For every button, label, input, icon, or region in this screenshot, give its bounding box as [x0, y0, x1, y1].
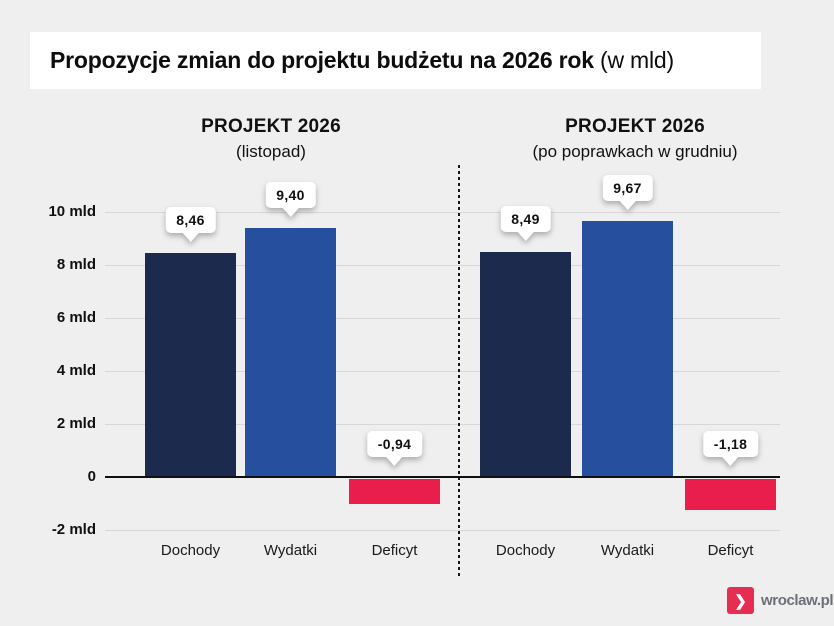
- y-axis-label: 10 mld: [48, 203, 96, 220]
- group-separator-dotted-line: [458, 165, 460, 577]
- title-box: Propozycje zmian do projektu budżetu na …: [30, 32, 761, 89]
- group-subtitle: (po poprawkach w grudniu): [532, 142, 738, 161]
- group-title: PROJEKT 2026: [565, 116, 705, 137]
- y-axis-label: -2 mld: [51, 521, 96, 538]
- bar-slot-dec-wydatki: 9,67 Wydatki: [582, 0, 673, 626]
- gridline-4: [105, 371, 780, 372]
- brand-logo: ❯ wroclaw.pl: [727, 587, 834, 614]
- group-header-november: PROJEKT 2026 (listopad): [105, 116, 437, 162]
- bar-dochody: [480, 252, 571, 477]
- bar-deficyt: [685, 479, 776, 510]
- value-callout-label: -0,94: [366, 431, 423, 457]
- zero-axis-line: [105, 476, 780, 478]
- value-callout: -0,94: [366, 431, 423, 466]
- category-label: Dochody: [160, 542, 221, 559]
- y-axis-label: 0: [87, 468, 96, 485]
- bar-slot-nov-dochody: 8,46 Dochody: [145, 0, 236, 626]
- bar-dochody: [145, 253, 236, 477]
- callout-tail: [181, 232, 200, 242]
- chart-title-unit: (w mld): [593, 47, 674, 73]
- group-title: PROJEKT 2026: [201, 116, 341, 137]
- gridline-6: [105, 318, 780, 319]
- value-callout-label: 9,40: [265, 182, 316, 208]
- group-header-december: PROJEKT 2026 (po poprawkach w grudniu): [463, 116, 807, 162]
- callout-tail: [385, 456, 404, 466]
- bar-wydatki: [582, 221, 673, 477]
- value-callout: 8,46: [165, 207, 216, 242]
- value-callout-label: 8,46: [165, 207, 216, 233]
- callout-tail: [281, 207, 300, 217]
- gridline-8: [105, 265, 780, 266]
- bar-slot-dec-dochody: 8,49 Dochody: [480, 0, 571, 626]
- value-callout: 8,49: [500, 206, 551, 241]
- group-subtitle: (listopad): [236, 142, 306, 161]
- value-callout-label: 8,49: [500, 206, 551, 232]
- callout-tail: [516, 231, 535, 241]
- y-axis-label: 8 mld: [56, 256, 96, 273]
- value-callout-label: -1,18: [702, 431, 759, 457]
- bar-deficyt: [349, 479, 440, 504]
- gridline-10: [105, 212, 780, 213]
- y-axis-label: 4 mld: [56, 362, 96, 379]
- chart-title: Propozycje zmian do projektu budżetu na …: [50, 47, 674, 74]
- category-label: Deficyt: [371, 542, 418, 559]
- bar-slot-dec-deficyt: -1,18 Deficyt: [685, 0, 776, 626]
- category-label: Wydatki: [263, 542, 318, 559]
- y-axis-label: 6 mld: [56, 309, 96, 326]
- y-axis-label: 2 mld: [56, 415, 96, 432]
- value-callout-label: 9,67: [602, 175, 653, 201]
- bar-wydatki: [245, 228, 336, 477]
- bar-slot-nov-deficyt: -0,94 Deficyt: [349, 0, 440, 626]
- callout-tail: [721, 456, 740, 466]
- category-label: Deficyt: [707, 542, 754, 559]
- gridline-neg2: [105, 530, 780, 531]
- category-label: Wydatki: [600, 542, 655, 559]
- category-label: Dochody: [495, 542, 556, 559]
- value-callout: -1,18: [702, 431, 759, 466]
- brand-text: wroclaw.pl: [761, 592, 834, 609]
- bar-slot-nov-wydatki: 9,40 Wydatki: [245, 0, 336, 626]
- value-callout: 9,67: [602, 175, 653, 210]
- gridline-2: [105, 424, 780, 425]
- value-callout: 9,40: [265, 182, 316, 217]
- callout-tail: [618, 200, 637, 210]
- chart-title-main: Propozycje zmian do projektu budżetu na …: [50, 47, 594, 73]
- chevron-icon: ❯: [727, 587, 754, 614]
